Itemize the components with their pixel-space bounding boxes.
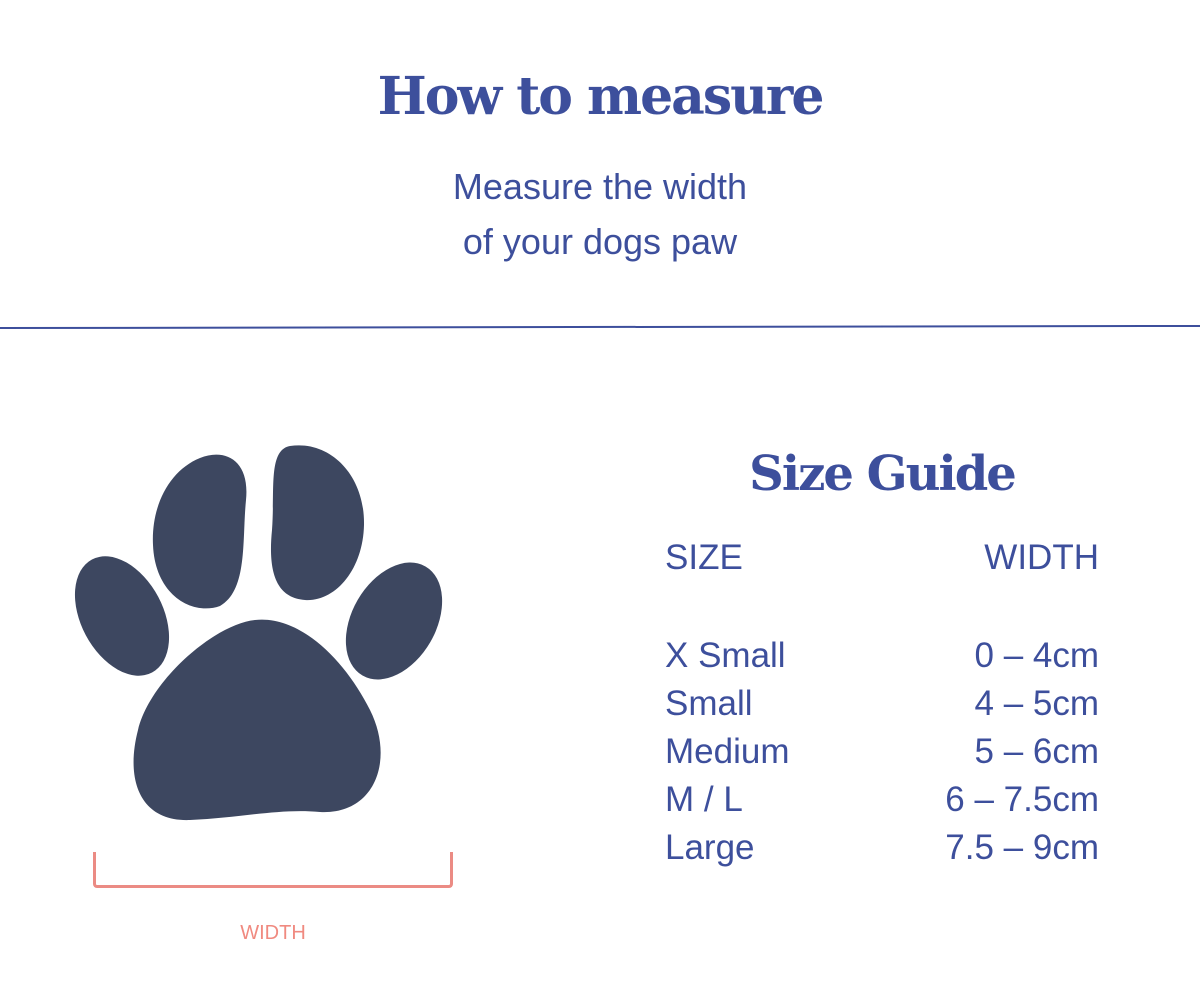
paw-icon — [74, 445, 443, 821]
table-row: Large 7.5 – 9cm — [665, 828, 1099, 872]
width-cell: 7.5 – 9cm — [945, 828, 1099, 867]
size-guide-title: Size Guide — [749, 446, 1017, 502]
table-row: X Small 0 – 4cm — [665, 636, 1099, 680]
page-title: How to measure — [377, 66, 825, 127]
width-cell: 0 – 4cm — [974, 636, 1100, 675]
size-cell: Medium — [665, 732, 790, 771]
table-row: M / L 6 – 7.5cm — [665, 780, 1099, 824]
width-label: WIDTH — [240, 922, 306, 944]
width-cell: 4 – 5cm — [974, 684, 1100, 723]
width-measure-bracket — [93, 852, 453, 888]
width-cell: 5 – 6cm — [974, 732, 1100, 771]
column-header-width: WIDTH — [984, 538, 1099, 577]
table-row: Small 4 – 5cm — [665, 684, 1099, 728]
size-cell: Small — [665, 684, 753, 723]
subtitle-line-2: of your dogs paw — [462, 221, 738, 262]
size-cell: X Small — [665, 636, 786, 675]
table-header: SIZE WIDTH — [665, 538, 1099, 582]
width-cell: 6 – 7.5cm — [945, 780, 1099, 819]
column-header-size: SIZE — [665, 538, 743, 577]
size-cell: M / L — [665, 780, 743, 819]
size-cell: Large — [665, 828, 755, 867]
subtitle-line-1: Measure the width — [452, 166, 748, 207]
table-row: Medium 5 – 6cm — [665, 732, 1099, 776]
divider — [0, 324, 1200, 330]
